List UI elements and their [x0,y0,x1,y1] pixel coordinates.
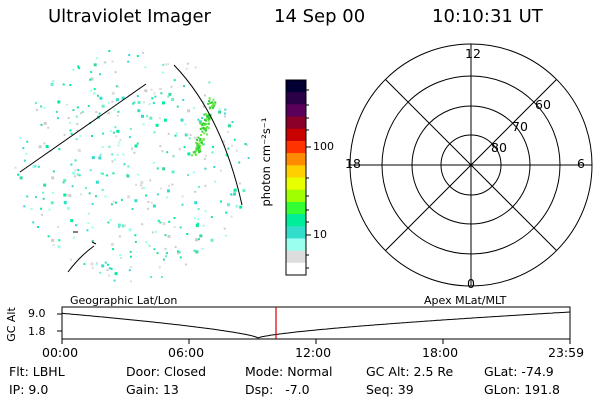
colorbar-stripe [286,153,306,166]
colorbar-stripe [286,189,306,203]
colorbar-stripe [286,116,306,130]
colorbar-stripe [286,140,306,154]
x-tick-2359: 23:59 [548,345,585,360]
param-filter: Flt: LBHL [9,364,65,379]
lat-label-80: 80 [491,140,507,155]
instrument-title: Ultraviolet Imager [48,6,211,27]
lat-label-70: 70 [512,119,528,134]
image-pixels [14,50,250,283]
date-label: 14 Sep 00 [274,6,366,27]
time-label: 10:10:31 UT [432,6,543,27]
mlt-label-12: 12 [465,46,481,61]
param-ip: IP: 9.0 [9,382,49,397]
colorbar-stripe [286,226,306,239]
colorbar-stripe [286,80,306,93]
timeline-axis-label: GC Alt [4,307,18,342]
x-tick-18: 18:00 [422,345,459,360]
colorbar-stripe [286,104,306,118]
colorbar-stripe [286,165,306,178]
colorbar-stripe [286,92,306,105]
colorbar-stripe [286,238,306,252]
timeline-right-title: Apex MLat/MLT [424,294,507,307]
param-door: Door: Closed [126,364,207,379]
colorbar-stripe [286,177,306,191]
colorbar [285,79,311,276]
colorbar-units-label: photon cm⁻²s⁻¹ [259,117,273,207]
param-seq: Seq: 39 [366,382,414,397]
timeline-frame [61,306,571,340]
mlt-label-6: 6 [577,156,585,171]
x-tick-06: 06:00 [168,345,205,360]
auroral-image [14,47,250,283]
param-gain: Gain: 13 [126,382,179,397]
param-glat: GLat: -74.9 [484,364,554,379]
polar-grid [349,43,593,287]
lat-label-60: 60 [535,97,551,112]
geographic-grid-lines [19,64,243,273]
y-tick-1-8: 1.8 [28,325,46,338]
param-glon: GLon: 191.8 [484,382,560,397]
image-disk [14,47,250,283]
colorbar-stripe [286,201,306,215]
colorbar-stripe [286,128,306,142]
colorbar-stripe [286,262,306,276]
x-tick-12: 12:00 [295,345,332,360]
mlt-label-18: 18 [345,156,361,171]
colorbar-tick-100: 100 [313,140,334,153]
param-dsp: Dsp: -7.0 [245,382,310,397]
mlt-label-0: 0 [467,276,475,291]
x-tick-00: 00:00 [42,345,79,360]
timeline-left-title: Geographic Lat/Lon [70,294,178,307]
colorbar-stripe [286,214,306,227]
colorbar-tick-10: 10 [313,228,327,241]
altitude-timeline [57,306,571,344]
colorbar-stripe [286,250,306,264]
param-mode: Mode: Normal [245,364,333,379]
altitude-curve [61,311,571,339]
param-gc-alt: GC Alt: 2.5 Re [366,364,454,379]
y-tick-9: 9.0 [28,307,46,320]
